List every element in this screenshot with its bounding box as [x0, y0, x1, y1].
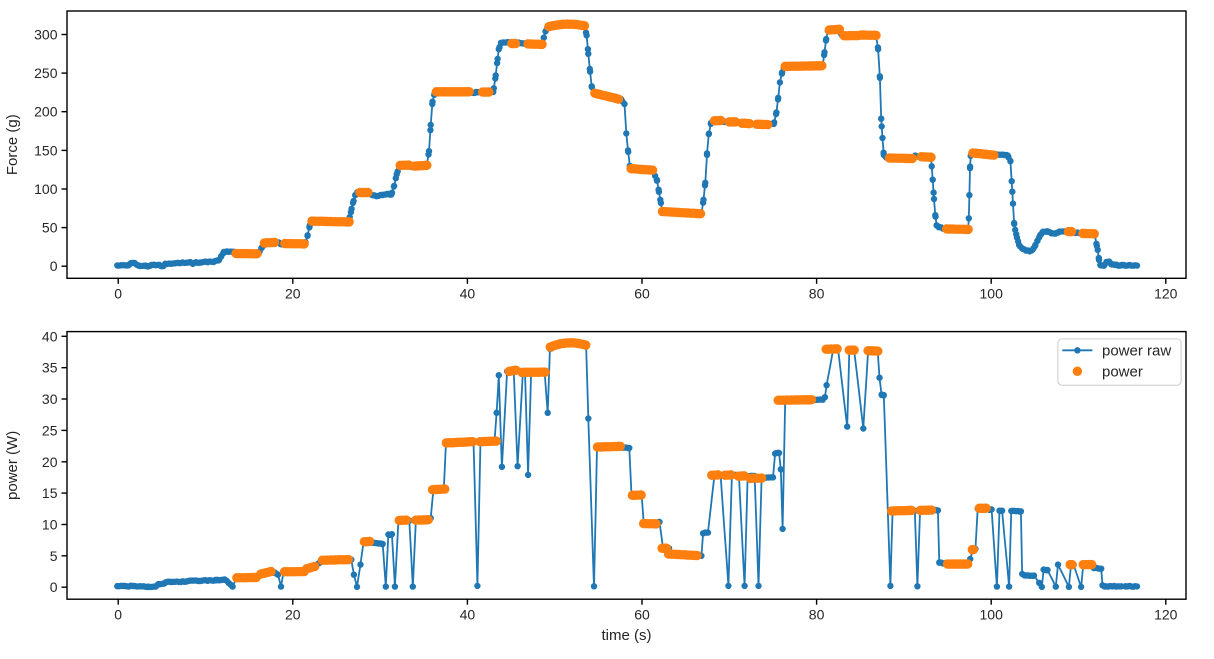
svg-text:15: 15: [42, 485, 58, 501]
svg-text:20: 20: [285, 286, 301, 302]
svg-text:40: 40: [460, 286, 476, 302]
svg-text:20: 20: [285, 607, 301, 623]
svg-text:200: 200: [34, 104, 58, 120]
svg-text:300: 300: [34, 27, 58, 43]
svg-text:80: 80: [809, 607, 825, 623]
svg-text:120: 120: [1154, 286, 1178, 302]
svg-text:30: 30: [42, 391, 58, 407]
svg-text:40: 40: [42, 328, 58, 344]
svg-text:50: 50: [42, 220, 58, 236]
svg-text:40: 40: [460, 607, 476, 623]
svg-text:100: 100: [980, 286, 1004, 302]
svg-text:0: 0: [50, 579, 58, 595]
svg-text:0: 0: [50, 258, 58, 274]
svg-text:power raw: power raw: [1102, 342, 1171, 359]
svg-text:time (s): time (s): [602, 627, 652, 644]
svg-text:10: 10: [42, 517, 58, 533]
svg-text:35: 35: [42, 360, 58, 376]
svg-text:25: 25: [42, 422, 58, 438]
svg-text:250: 250: [34, 65, 58, 81]
svg-text:power (W): power (W): [4, 431, 21, 500]
svg-text:Force (g): Force (g): [4, 114, 21, 175]
svg-text:100: 100: [34, 181, 58, 197]
svg-text:120: 120: [1154, 607, 1178, 623]
svg-text:20: 20: [42, 454, 58, 470]
svg-text:5: 5: [50, 548, 58, 564]
svg-text:60: 60: [634, 286, 650, 302]
svg-text:100: 100: [980, 607, 1004, 623]
svg-text:150: 150: [34, 142, 58, 158]
svg-text:0: 0: [114, 286, 122, 302]
svg-text:power: power: [1102, 363, 1143, 380]
svg-text:80: 80: [809, 286, 825, 302]
svg-text:60: 60: [634, 607, 650, 623]
svg-text:0: 0: [114, 607, 122, 623]
